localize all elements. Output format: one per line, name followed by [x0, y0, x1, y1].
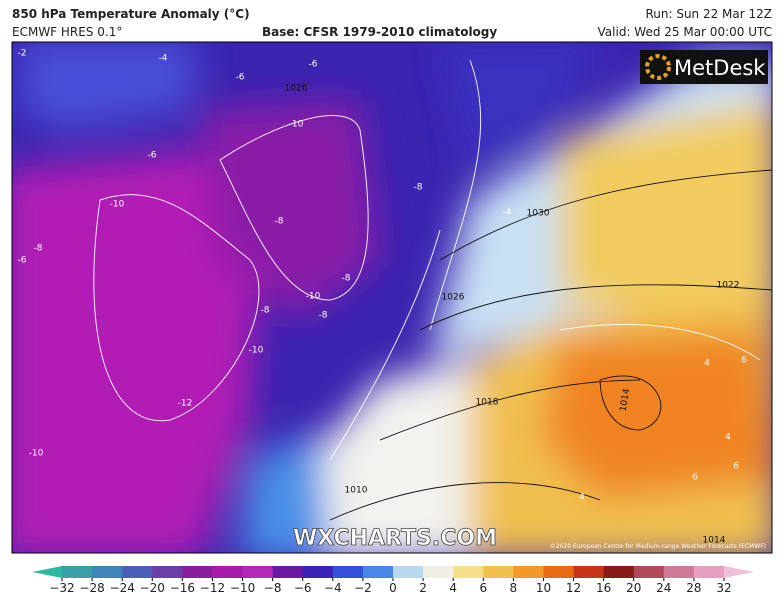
colorbar-tick-label: −12 — [200, 581, 225, 595]
map-frame — [11, 41, 773, 554]
colorbar-segment — [603, 566, 635, 578]
colorbar-tick-label: 24 — [656, 581, 671, 595]
colorbar-segment — [92, 566, 123, 578]
colorbar-segment — [302, 566, 334, 578]
temp-label: -2 — [18, 49, 27, 59]
colorbar-tick-label: −32 — [49, 581, 74, 595]
colorbar-segment — [633, 566, 665, 578]
pressure-label: 1026 — [442, 293, 465, 303]
colorbar-segment — [543, 566, 575, 578]
temp-label: -10 — [289, 120, 304, 130]
colorbar-segment — [212, 566, 244, 578]
colorbar-segment — [122, 566, 153, 578]
model: ECMWF HRES 0.1° — [12, 25, 122, 39]
colorbar-tick-label: −4 — [324, 581, 342, 595]
temp-label: 6 — [733, 462, 739, 472]
colorbar-tick-label: 32 — [716, 581, 731, 595]
temp-label: -6 — [148, 151, 157, 161]
colorbar-tick-label: 6 — [479, 581, 487, 595]
temp-label: -8 — [319, 311, 328, 321]
colorbar-segment — [663, 566, 695, 578]
colorbar-tick-label: 20 — [626, 581, 641, 595]
temp-label: 6 — [692, 473, 698, 483]
colorbar-segment — [332, 566, 364, 578]
temp-label: -6 — [18, 256, 27, 266]
colorbar-segment — [693, 566, 725, 578]
colorbar-segment — [152, 566, 183, 578]
temp-label: -4 — [159, 54, 168, 64]
valid: Valid: Wed 25 Mar 00:00 UTC — [598, 25, 772, 39]
base: Base: CFSR 1979-2010 climatology — [262, 25, 497, 39]
colorbar-tick-label: 0 — [389, 581, 397, 595]
pressure-label: 1026 — [285, 84, 308, 94]
colorbar-end — [32, 566, 62, 578]
colorbar-tick-label: −6 — [294, 581, 312, 595]
temp-label: -8 — [342, 274, 351, 284]
temp-label: -12 — [178, 399, 193, 409]
title: 850 hPa Temperature Anomaly (°C) — [12, 7, 250, 21]
colorbar-segment — [272, 566, 304, 578]
temp-label: -10 — [306, 292, 321, 302]
colorbar-tick-label: −8 — [264, 581, 282, 595]
colorbar-segment — [242, 566, 274, 578]
logo-icon — [645, 54, 671, 80]
watermark: WXCHARTS.COM — [293, 526, 497, 551]
temp-label: 4 — [725, 433, 731, 443]
colorbar-segment — [573, 566, 605, 578]
logo: MetDesk — [674, 56, 766, 80]
temp-label: 4 — [704, 359, 710, 369]
pressure-label: 1018 — [476, 398, 499, 408]
colorbar-segment — [423, 566, 454, 578]
colorbar-segment — [453, 566, 484, 578]
colorbar-tick-label: 16 — [596, 581, 611, 595]
colorbar-tick-label: −24 — [110, 581, 135, 595]
temp-label: 6 — [741, 356, 747, 366]
map: -6 -6 -4 -2 -6 -10 -8 -10 -8 -6 -8 -8 -1… — [12, 42, 772, 553]
pressure-label: 1014 — [619, 388, 633, 413]
temp-label: -6 — [309, 60, 318, 70]
temp-label: -8 — [275, 217, 284, 227]
colorbar-segment — [182, 566, 213, 578]
colorbar-tick-label: 10 — [536, 581, 551, 595]
temp-label: -8 — [34, 244, 43, 254]
colorbar-end — [724, 566, 754, 578]
temp-label: -10 — [249, 346, 264, 356]
colorbar-segment — [362, 566, 394, 578]
colorbar: −32 −28 −24 −20 −16 −12 −10 −8 −6 −4 −2 0 2 4 6 8 10 12 16… — [32, 566, 754, 595]
temp-label: -6 — [236, 73, 245, 83]
colorbar-segment — [62, 566, 93, 578]
colorbar-segment — [393, 566, 424, 578]
copyright: ©2020 European Centre for Medium-range W… — [550, 543, 766, 550]
colorbar-tick-label: 28 — [686, 581, 701, 595]
pressure-label: 1014 — [703, 536, 726, 546]
colorbar-segment — [483, 566, 514, 578]
pressure-label: 1010 — [345, 486, 368, 496]
temp-label: -8 — [414, 183, 423, 193]
temp-label: -8 — [261, 306, 270, 316]
temp-label: -4 — [503, 208, 512, 218]
pressure-label: 1022 — [717, 281, 740, 291]
colorbar-tick-label: −10 — [230, 581, 255, 595]
colorbar-tick-label: 8 — [510, 581, 518, 595]
colorbar-tick-label: −20 — [140, 581, 165, 595]
run: Run: Sun 22 Mar 12Z — [645, 7, 772, 21]
colorbar-tick-label: 2 — [419, 581, 427, 595]
colorbar-tick-label: −2 — [354, 581, 372, 595]
colorbar-tick-label: 12 — [566, 581, 581, 595]
pressure-label: 1030 — [527, 209, 550, 219]
colorbar-segment — [513, 566, 544, 578]
colorbar-tick-label: 4 — [449, 581, 457, 595]
temp-label: -10 — [29, 449, 44, 459]
temp-label: -10 — [110, 200, 125, 210]
logo-box — [640, 50, 768, 84]
colorbar-tick-label: −16 — [170, 581, 195, 595]
colorbar-tick-label: −28 — [79, 581, 104, 595]
temp-label: 4 — [579, 493, 585, 503]
